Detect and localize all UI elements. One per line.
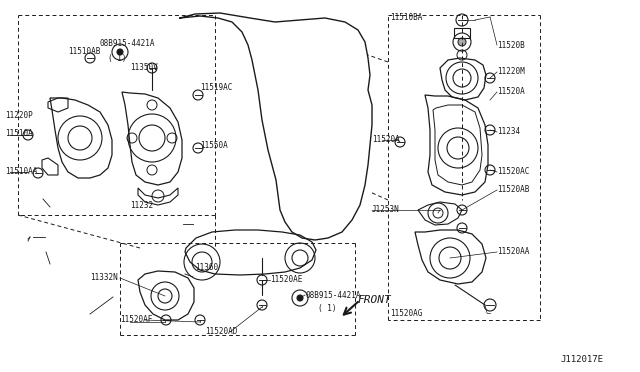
Text: 11232: 11232 — [130, 201, 153, 209]
Text: 11350V: 11350V — [130, 64, 157, 73]
Text: 11550A: 11550A — [200, 141, 228, 150]
Circle shape — [297, 295, 303, 301]
Text: 11520A: 11520A — [372, 135, 400, 144]
Circle shape — [117, 49, 123, 55]
Text: 11520B: 11520B — [497, 41, 525, 49]
Text: 08B915-4421A: 08B915-4421A — [305, 291, 360, 299]
Text: 11520AE: 11520AE — [270, 276, 302, 285]
Text: 11332N: 11332N — [90, 273, 118, 282]
Text: 11220P: 11220P — [5, 110, 33, 119]
Text: 11220M: 11220M — [497, 67, 525, 77]
Text: 11234: 11234 — [497, 128, 520, 137]
Text: 11520AB: 11520AB — [497, 186, 529, 195]
Text: 11510AB: 11510AB — [68, 48, 100, 57]
Text: J112017E: J112017E — [560, 356, 603, 365]
Text: 11519AC: 11519AC — [200, 83, 232, 93]
Text: 11520AF: 11520AF — [120, 315, 152, 324]
Text: 11520A: 11520A — [497, 87, 525, 96]
Text: 11510AA: 11510AA — [5, 167, 37, 176]
Text: 11520AD: 11520AD — [205, 327, 237, 337]
Text: 11360: 11360 — [195, 263, 218, 273]
Text: 11510BA: 11510BA — [390, 13, 422, 22]
Text: 11520AG: 11520AG — [390, 308, 422, 317]
Text: 11520AC: 11520AC — [497, 167, 529, 176]
Text: J1253N: J1253N — [372, 205, 400, 215]
Text: ( 1): ( 1) — [108, 54, 127, 62]
Text: 11510A: 11510A — [5, 128, 33, 138]
Text: FRONT: FRONT — [358, 295, 392, 305]
Circle shape — [458, 38, 466, 46]
Text: 11520AA: 11520AA — [497, 247, 529, 257]
Text: 08B915-4421A: 08B915-4421A — [100, 38, 156, 48]
Text: ( 1): ( 1) — [318, 304, 337, 312]
